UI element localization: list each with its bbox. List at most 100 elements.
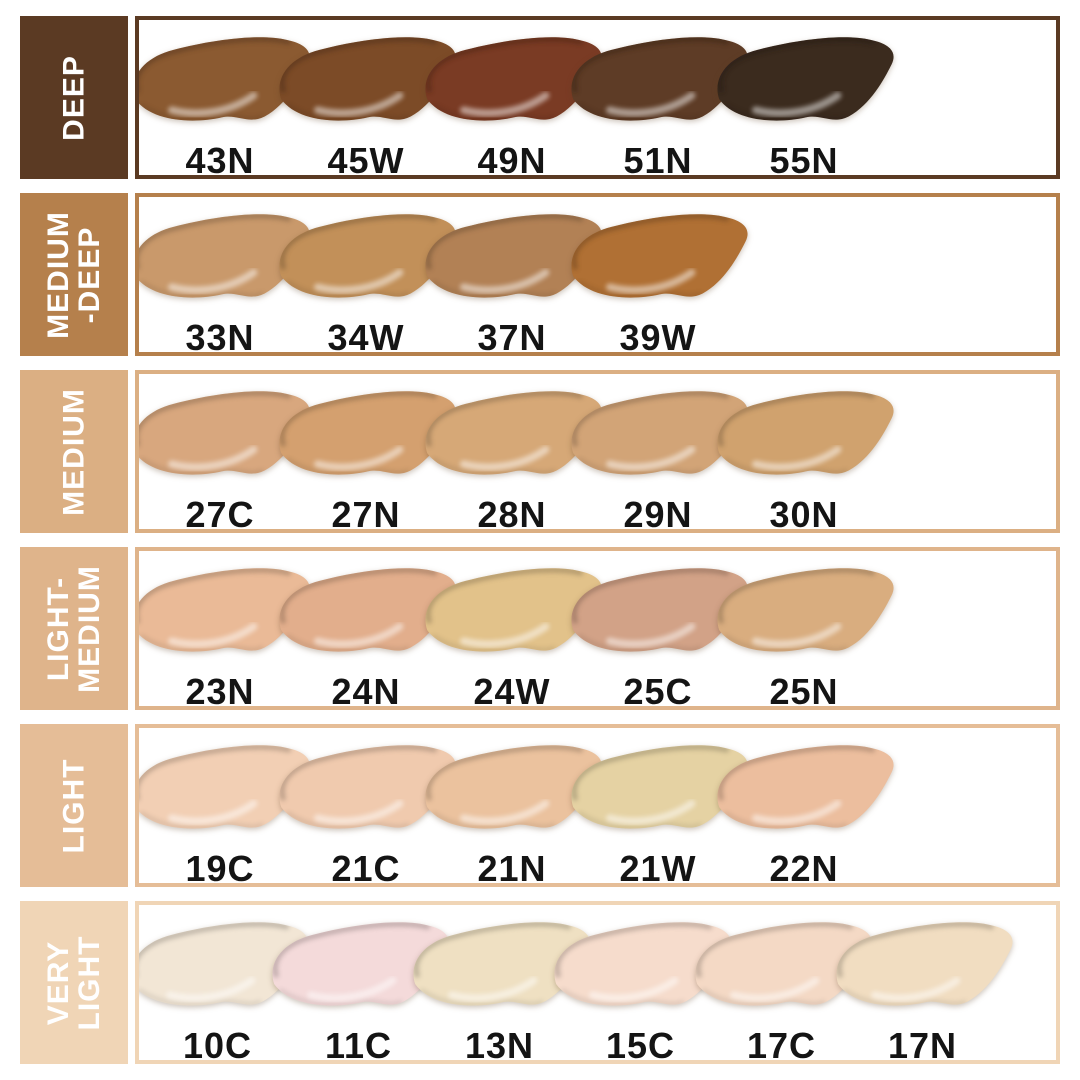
swatch-smear-17N (835, 922, 1013, 1006)
swatch-39W: 39W (571, 199, 748, 356)
swatch-code-label: 49N (477, 140, 547, 179)
swatch-code-label: 24N (331, 671, 401, 710)
swatch-17N: 17N (835, 907, 1013, 1064)
shade-row-medium-deep: MEDIUM -DEEP 33N 34W 37N 39W (20, 193, 1060, 356)
swatch-smear-55N (717, 37, 894, 121)
row-label-deep: DEEP (57, 54, 91, 141)
row-swatches-very-light: 10C 11C 13N 15C 17C 17N (135, 901, 1060, 1064)
swatch-25C: 25C (571, 553, 748, 710)
swatch-code-label: 29N (623, 494, 693, 533)
swatch-code-label: 11C (324, 1025, 393, 1064)
swatch-code-label: 24W (473, 671, 551, 710)
swatch-code-label: 21W (619, 848, 697, 887)
shade-row-medium: MEDIUM 27C 27N 28N 29N 30N (20, 370, 1060, 533)
swatch-smear-43N (139, 37, 310, 121)
swatch-code-label: 27C (185, 494, 255, 533)
shade-row-light-medium: LIGHT- MEDIUM 23N 24N 24W 25C 25N (20, 547, 1060, 710)
swatch-51N: 51N (571, 22, 748, 179)
swatch-13N: 13N (412, 907, 590, 1064)
swatch-10C: 10C (139, 907, 308, 1064)
swatch-code-label: 21C (331, 848, 401, 887)
swatch-smear-21C (279, 745, 456, 829)
swatch-smear-27N (279, 391, 456, 475)
swatch-smear-10C (139, 922, 308, 1006)
swatch-28N: 28N (425, 376, 602, 533)
swatch-37N: 37N (425, 199, 602, 356)
swatch-45W: 45W (279, 22, 456, 179)
swatch-code-label: 34W (327, 317, 405, 356)
swatch-code-label: 43N (185, 140, 255, 179)
swatch-code-label: 33N (185, 317, 255, 356)
row-sidebar-light: LIGHT (20, 724, 128, 887)
swatch-30N: 30N (717, 376, 894, 533)
swatch-33N: 33N (139, 199, 310, 356)
row-swatches-medium-deep: 33N 34W 37N 39W (135, 193, 1060, 356)
shade-row-light: LIGHT 19C 21C 21N 21W 22N (20, 724, 1060, 887)
swatch-smear-27C (139, 391, 310, 475)
swatch-code-label: 25C (623, 671, 693, 710)
swatch-smear-30N (717, 391, 894, 475)
swatch-code-label: 28N (477, 494, 547, 533)
swatch-21C: 21C (279, 730, 456, 887)
swatch-code-label: 13N (464, 1025, 535, 1064)
swatch-49N: 49N (425, 22, 602, 179)
row-label-medium-deep: MEDIUM -DEEP (41, 210, 106, 339)
shade-row-deep: DEEP 43N 45W 49N 51N 55N (20, 16, 1060, 179)
swatch-19C: 19C (139, 730, 310, 887)
swatch-code-label: 55N (769, 140, 839, 179)
row-swatches-deep: 43N 45W 49N 51N 55N (135, 16, 1060, 179)
swatch-smear-17C (694, 922, 872, 1006)
swatch-smear-39W (571, 214, 748, 298)
swatch-11C: 11C (271, 907, 449, 1064)
swatch-code-label: 17C (746, 1025, 817, 1064)
swatch-smear-34W (279, 214, 456, 298)
swatch-code-label: 27N (331, 494, 401, 533)
row-sidebar-medium: MEDIUM (20, 370, 128, 533)
row-sidebar-deep: DEEP (20, 16, 128, 179)
swatch-code-label: 23N (185, 671, 255, 710)
swatch-22N: 22N (717, 730, 894, 887)
swatch-smear-21N (425, 745, 602, 829)
swatch-code-label: 19C (185, 848, 255, 887)
swatch-21W: 21W (571, 730, 748, 887)
swatch-smear-45W (279, 37, 456, 121)
row-sidebar-medium-deep: MEDIUM -DEEP (20, 193, 128, 356)
swatch-29N: 29N (571, 376, 748, 533)
row-label-light-medium: LIGHT- MEDIUM (41, 564, 106, 693)
swatch-25N: 25N (717, 553, 894, 710)
swatch-27N: 27N (279, 376, 456, 533)
swatch-code-label: 17N (887, 1025, 958, 1064)
swatch-smear-22N (717, 745, 894, 829)
swatch-code-label: 15C (605, 1025, 676, 1064)
swatch-smear-33N (139, 214, 310, 298)
row-label-very-light: VERY LIGHT (41, 935, 106, 1030)
swatch-code-label: 10C (182, 1025, 253, 1064)
swatch-43N: 43N (139, 22, 310, 179)
swatch-smear-11C (271, 922, 449, 1006)
swatch-code-label: 30N (769, 494, 839, 533)
row-swatches-medium: 27C 27N 28N 29N 30N (135, 370, 1060, 533)
swatch-smear-25C (571, 568, 748, 652)
swatch-smear-24W (425, 568, 602, 652)
swatch-smear-28N (425, 391, 602, 475)
swatch-code-label: 37N (477, 317, 547, 356)
row-sidebar-light-medium: LIGHT- MEDIUM (20, 547, 128, 710)
swatch-code-label: 45W (327, 140, 405, 179)
swatch-code-label: 22N (769, 848, 839, 887)
swatch-code-label: 39W (619, 317, 697, 356)
shade-row-very-light: VERY LIGHT 10C 11C 13N 15C 17C 17N (20, 901, 1060, 1064)
swatch-code-label: 25N (769, 671, 839, 710)
swatch-smear-51N (571, 37, 748, 121)
row-sidebar-very-light: VERY LIGHT (20, 901, 128, 1064)
swatch-smear-23N (139, 568, 310, 652)
swatch-34W: 34W (279, 199, 456, 356)
swatch-smear-29N (571, 391, 748, 475)
swatch-code-label: 21N (477, 848, 547, 887)
swatch-15C: 15C (553, 907, 731, 1064)
swatch-21N: 21N (425, 730, 602, 887)
swatch-code-label: 51N (623, 140, 693, 179)
row-label-light: LIGHT (57, 758, 91, 853)
swatch-smear-24N (279, 568, 456, 652)
swatch-smear-15C (553, 922, 731, 1006)
